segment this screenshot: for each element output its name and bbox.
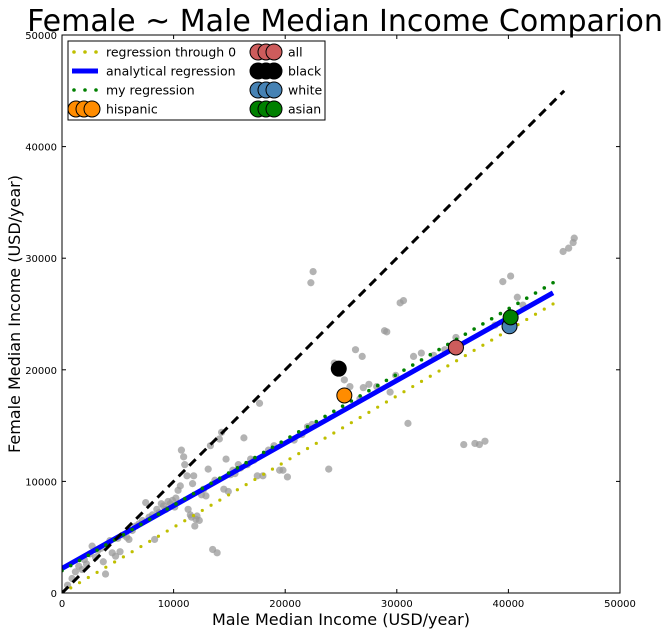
data-point	[215, 435, 223, 443]
data-point	[191, 522, 199, 530]
legend-label: hispanic	[106, 102, 158, 117]
legend-marker-white	[249, 81, 283, 99]
data-point	[172, 494, 180, 502]
data-point	[190, 472, 198, 480]
x-tick-label: 40000	[492, 599, 524, 610]
data-point	[222, 455, 230, 463]
data-point	[499, 278, 507, 286]
y-axis-label: Female Median Income (USD/year)	[5, 175, 24, 453]
data-point	[358, 352, 366, 361]
data-point	[195, 516, 203, 525]
legend-label: all	[288, 45, 303, 60]
x-tick-label: 30000	[381, 599, 413, 610]
y-tick-label: 0	[51, 589, 57, 600]
legend-swatch	[72, 50, 98, 54]
data-point	[386, 388, 394, 396]
data-point	[513, 293, 521, 301]
y-tick-label: 10000	[25, 477, 57, 488]
legend-marker-black	[249, 62, 283, 80]
data-point	[325, 465, 333, 473]
data-point	[184, 505, 192, 513]
data-point	[111, 552, 120, 560]
data-point	[183, 472, 191, 480]
data-point	[283, 473, 292, 481]
data-point	[253, 472, 261, 480]
data-point	[202, 492, 210, 500]
data-point	[151, 535, 159, 544]
data-point	[340, 376, 348, 384]
y-tick-label: 40000	[25, 143, 57, 154]
data-point	[180, 453, 188, 461]
data-point	[213, 549, 221, 557]
legend-label: my regression	[106, 83, 195, 98]
data-point	[188, 480, 197, 488]
legend: regression through 0 analytical regressio…	[67, 40, 326, 121]
data-point	[346, 382, 354, 391]
y-tick-label: 50000	[25, 31, 57, 42]
data-point	[63, 581, 72, 589]
data-point	[559, 247, 567, 256]
data-point	[309, 267, 317, 276]
data-point	[142, 499, 150, 507]
plot-frame	[61, 34, 621, 594]
data-point	[481, 437, 489, 445]
series-line-regression-through-0	[62, 302, 555, 593]
data-point	[351, 346, 360, 354]
data-point	[99, 558, 107, 566]
x-tick-label: 50000	[604, 599, 636, 610]
x-tick-label: 10000	[158, 599, 190, 610]
legend-marker-asian	[249, 100, 283, 118]
data-point	[565, 244, 573, 252]
data-point	[240, 434, 248, 442]
legend-marker-all	[249, 43, 283, 61]
y-tick-label: 20000	[25, 366, 57, 377]
data-point	[116, 548, 124, 556]
data-point	[365, 380, 373, 388]
data-point	[101, 570, 110, 578]
data-point	[570, 234, 578, 242]
chart-title: Female ~ Male Median Income Comparion	[27, 4, 663, 39]
x-tick-label: 20000	[269, 599, 301, 610]
data-point	[279, 466, 287, 474]
legend-label: asian	[288, 102, 321, 117]
legend-label: black	[288, 64, 322, 79]
legend-swatch	[72, 88, 98, 92]
group-marker-asian	[502, 309, 519, 326]
data-point	[177, 446, 186, 454]
data-point	[307, 279, 315, 287]
x-axis-label: Male Median Income (USD/year)	[212, 610, 470, 629]
data-point	[224, 487, 232, 496]
y-tick-label: 30000	[25, 254, 57, 265]
data-point	[359, 384, 367, 392]
data-point	[181, 461, 189, 469]
data-point	[399, 297, 408, 305]
series-line-my-regression	[62, 280, 555, 573]
group-marker-black	[330, 360, 347, 377]
data-point	[383, 328, 391, 336]
data-point	[176, 482, 184, 490]
series-line-identity	[62, 89, 566, 593]
data-point	[507, 272, 515, 280]
data-point	[204, 465, 212, 473]
data-point	[125, 535, 133, 544]
data-point	[404, 419, 412, 427]
data-point	[409, 352, 418, 361]
group-marker-all	[447, 339, 464, 356]
group-marker-hispanic	[336, 387, 353, 404]
legend-label: white	[288, 83, 323, 98]
data-point	[255, 399, 264, 407]
legend-label: analytical regression	[106, 64, 236, 79]
data-point	[417, 349, 425, 357]
x-tick-label: 0	[59, 599, 65, 610]
data-point	[71, 568, 79, 576]
data-point	[460, 440, 468, 449]
legend-marker-hispanic	[67, 100, 101, 118]
legend-label: regression through 0	[106, 45, 236, 60]
series-line-analytical-regression	[62, 290, 555, 571]
data-point	[475, 440, 483, 449]
